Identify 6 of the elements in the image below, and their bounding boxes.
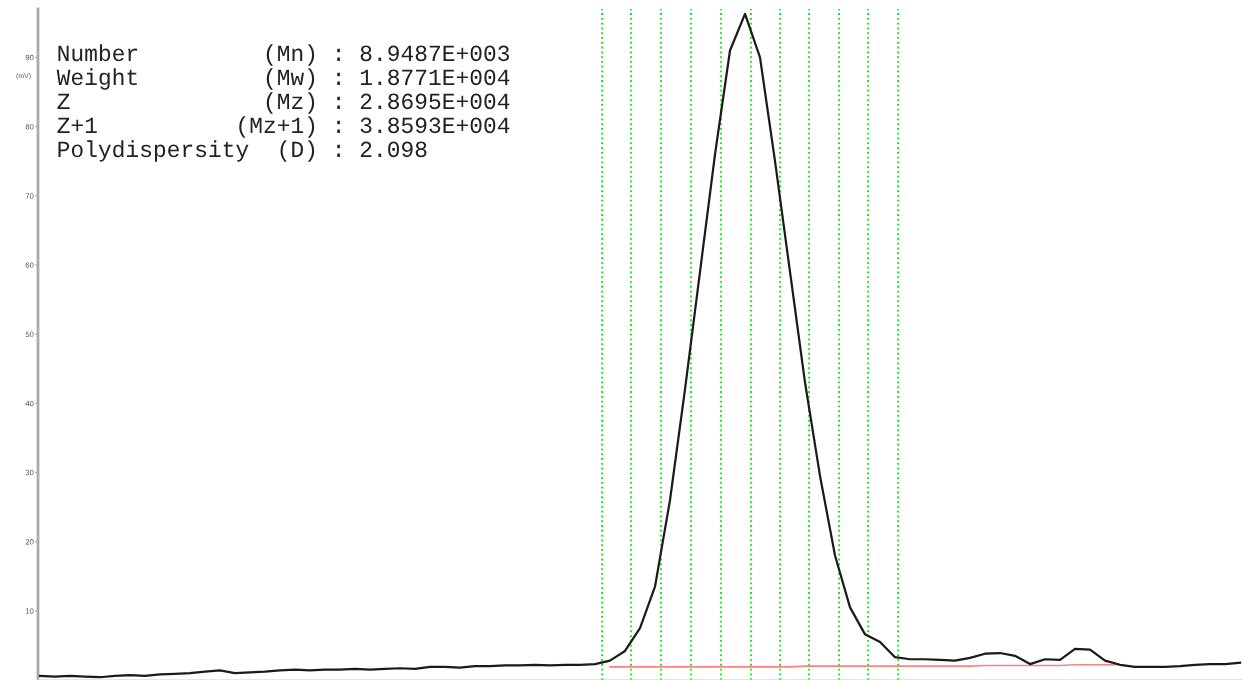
line-series [38,12,1242,679]
annotation: Z (Mz) : 2.8695E+004 [57,92,510,114]
annotation: Weight (Mw) : 1.8771E+004 [56,68,510,90]
annotation: Z+1 (Mz+1) : 3.8593E+004 [57,116,510,138]
annotation: Number (Mn) : 8.9487E+003 [58,44,510,66]
annotation: Polydispersity (D) : 2.098 [58,140,427,162]
